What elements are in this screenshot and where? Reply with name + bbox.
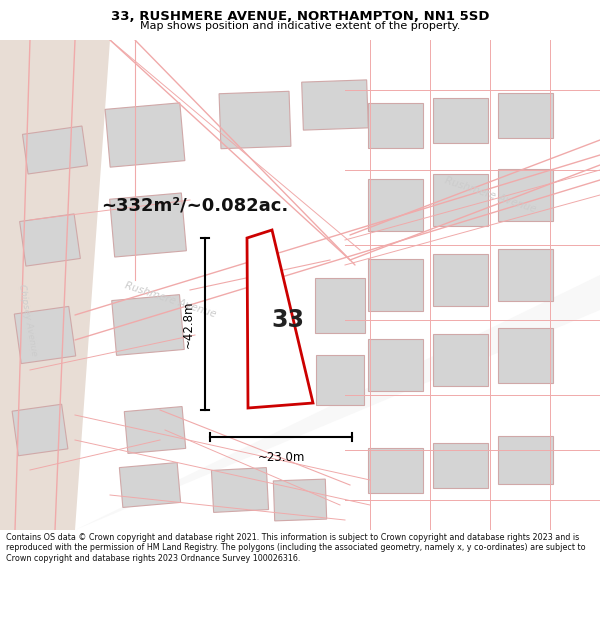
Polygon shape: [367, 179, 422, 231]
Polygon shape: [433, 334, 487, 386]
Text: 33, RUSHMERE AVENUE, NORTHAMPTON, NN1 5SD: 33, RUSHMERE AVENUE, NORTHAMPTON, NN1 5S…: [111, 10, 489, 23]
Polygon shape: [75, 275, 600, 530]
Polygon shape: [316, 355, 364, 405]
Text: ~42.8m: ~42.8m: [182, 300, 195, 348]
Polygon shape: [433, 442, 487, 488]
Polygon shape: [274, 479, 326, 521]
Polygon shape: [211, 468, 269, 512]
Polygon shape: [433, 174, 487, 226]
Polygon shape: [497, 92, 553, 138]
Text: Contains OS data © Crown copyright and database right 2021. This information is : Contains OS data © Crown copyright and d…: [6, 533, 586, 562]
Polygon shape: [497, 249, 553, 301]
Polygon shape: [315, 278, 365, 332]
Polygon shape: [433, 98, 487, 142]
Polygon shape: [367, 448, 422, 493]
Polygon shape: [0, 40, 110, 530]
Polygon shape: [20, 214, 80, 266]
Polygon shape: [247, 230, 313, 408]
Polygon shape: [14, 306, 76, 364]
Polygon shape: [367, 259, 422, 311]
Text: Rushmere Avenue: Rushmere Avenue: [443, 176, 537, 214]
Text: ~332m²/~0.082ac.: ~332m²/~0.082ac.: [101, 196, 289, 214]
Polygon shape: [119, 462, 181, 508]
Polygon shape: [105, 103, 185, 167]
Text: Map shows position and indicative extent of the property.: Map shows position and indicative extent…: [140, 21, 460, 31]
Polygon shape: [219, 91, 291, 149]
Text: Rushmere Avenue: Rushmere Avenue: [123, 281, 217, 319]
Polygon shape: [497, 436, 553, 484]
Polygon shape: [112, 294, 184, 356]
Polygon shape: [367, 339, 422, 391]
Polygon shape: [12, 404, 68, 456]
Polygon shape: [367, 102, 422, 148]
Polygon shape: [302, 80, 368, 130]
Polygon shape: [433, 254, 487, 306]
Text: 33: 33: [271, 308, 305, 332]
Polygon shape: [497, 328, 553, 382]
Polygon shape: [124, 406, 186, 454]
Polygon shape: [110, 193, 187, 257]
Polygon shape: [23, 126, 88, 174]
Polygon shape: [497, 169, 553, 221]
Text: Chipsey Avenue: Chipsey Avenue: [17, 283, 39, 357]
Text: ~23.0m: ~23.0m: [257, 451, 305, 464]
